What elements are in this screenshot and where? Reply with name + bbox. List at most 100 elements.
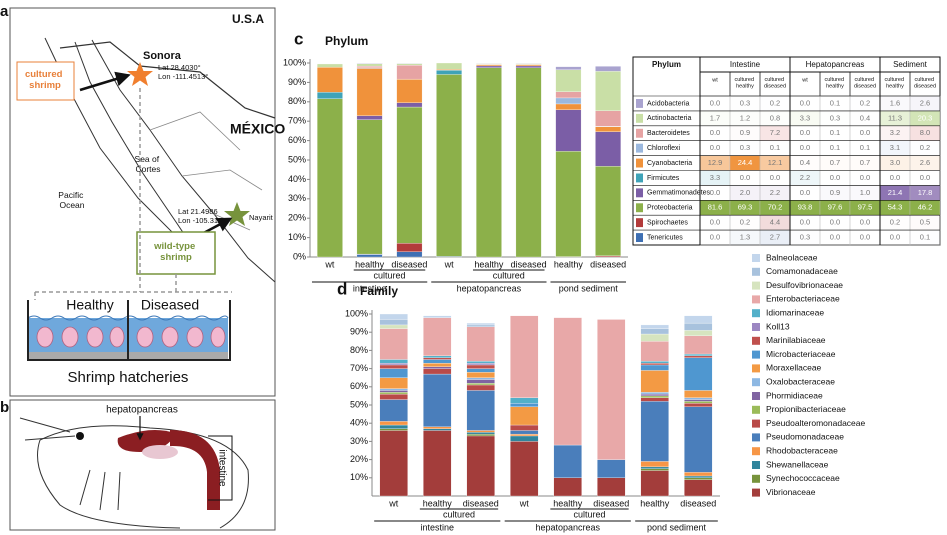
legend-swatch [752,254,760,262]
legend-label: Gemmatimonadetes [647,190,711,197]
legend-label: Vibrionaceae [766,487,816,497]
legend-label: Marinilabiaceae [766,335,826,345]
bar-segment [379,377,408,389]
bar-segment [317,92,343,99]
legend-label: Bacteroidetes [647,130,690,137]
bar-segment [510,424,539,431]
bar-segment [466,326,495,362]
bar-segment [379,399,408,422]
bar-segment [555,91,582,99]
legend-swatch [752,447,760,456]
legend-label: Enterobacteriaceae [766,294,840,304]
table-value: 0.3 [740,98,750,107]
x-tick-label: healthy [554,259,584,269]
table-value: 0.0 [800,128,810,137]
star [127,62,153,86]
bar-segment [640,364,669,371]
legend-label: Pseudoalteromonadaceae [766,418,866,428]
bar-segment [555,69,582,92]
legend-swatch [752,433,760,442]
legend-label: Oxalobacteraceae [766,376,835,386]
table-value: 0.0 [800,98,810,107]
bar-segment [466,383,495,386]
legend-label: Desulfovibrionaceae [766,280,843,290]
coordinate: Lat 21.4986 [178,207,218,216]
bar-segment [684,479,713,497]
table-value: 93.8 [798,203,813,212]
bar-segment [595,166,621,256]
table-value: 21.4 [888,188,903,197]
bar-segment [356,63,383,64]
bar-segment [396,106,423,244]
bar-segment [684,406,713,473]
legend-label: Propionibacteriaceae [766,404,846,414]
bar-segment [396,243,423,252]
table-value: 8.0 [920,128,930,137]
y-tick-label: 80% [350,345,368,355]
bar-segment [436,70,462,75]
group-label: pond sediment [647,522,707,532]
table-value: 69.3 [738,203,753,212]
table-value: 0.1 [830,143,840,152]
hatcheries-label: Shrimp hatcheries [68,369,189,386]
country-label: MÉXICO [230,121,285,137]
table-value: 12.9 [708,158,723,167]
bar-segment [684,355,713,358]
table-value: 2.2 [800,173,810,182]
bar-segment [466,379,495,384]
bar-segment [553,477,582,497]
bar-segment [379,364,408,369]
legend-label: Balneolaceae [766,252,818,262]
y-tick-label: 90% [288,77,306,87]
bar-segment [396,251,423,258]
table-value: 0.0 [710,218,720,227]
table-value: 0.0 [710,128,720,137]
bar-segment [466,322,495,326]
table-value: 12.1 [768,158,783,167]
bar-segment [595,66,621,72]
legend-swatch [636,218,643,228]
bar-segment [466,384,495,391]
bar-segment [597,477,626,497]
bar-segment [553,317,582,446]
bar-segment [396,64,423,80]
bracket [208,435,233,501]
legend-swatch [636,233,643,242]
bar-segment [466,377,495,380]
legend-label: Acidobacteria [647,100,690,107]
tank [27,300,231,361]
panel-letter: b [0,399,9,416]
bar-segment [684,335,713,355]
x-tick-label: healthy [355,259,385,269]
x-tick-label: healthy [423,498,453,508]
table-value: 0.0 [770,173,780,182]
place-label: Nayarit [249,213,274,222]
x-tick-label: diseased [463,498,499,508]
shrimp-outline [37,425,249,529]
bar-segment [476,67,502,258]
bar-segment [436,74,462,257]
legend-swatch [752,392,760,400]
bar-segment [640,468,669,471]
bar-segment [379,324,408,329]
bar-segment [396,102,423,108]
legend-label: Firmicutes [647,175,680,182]
y-tick-label: 100% [345,308,368,318]
bar-segment [595,110,621,127]
table-value: 0.4 [860,113,870,122]
y-tick-label: 30% [288,193,306,203]
legend-swatch [636,113,643,123]
bar-segment [466,364,495,369]
table-value: 0.0 [890,173,900,182]
table-value: 7.2 [770,128,780,137]
x-tick-label: wt [444,259,454,269]
table-value: 3.1 [890,143,900,152]
table-value: 2.0 [740,188,750,197]
bar-segment [356,254,383,258]
subgroup-label: cultured [443,509,475,519]
dashed-link [34,88,232,300]
table-value: 1.7 [710,113,720,122]
bar-segment [379,392,408,395]
bar-segment [555,97,582,105]
bar-segment [356,115,383,120]
